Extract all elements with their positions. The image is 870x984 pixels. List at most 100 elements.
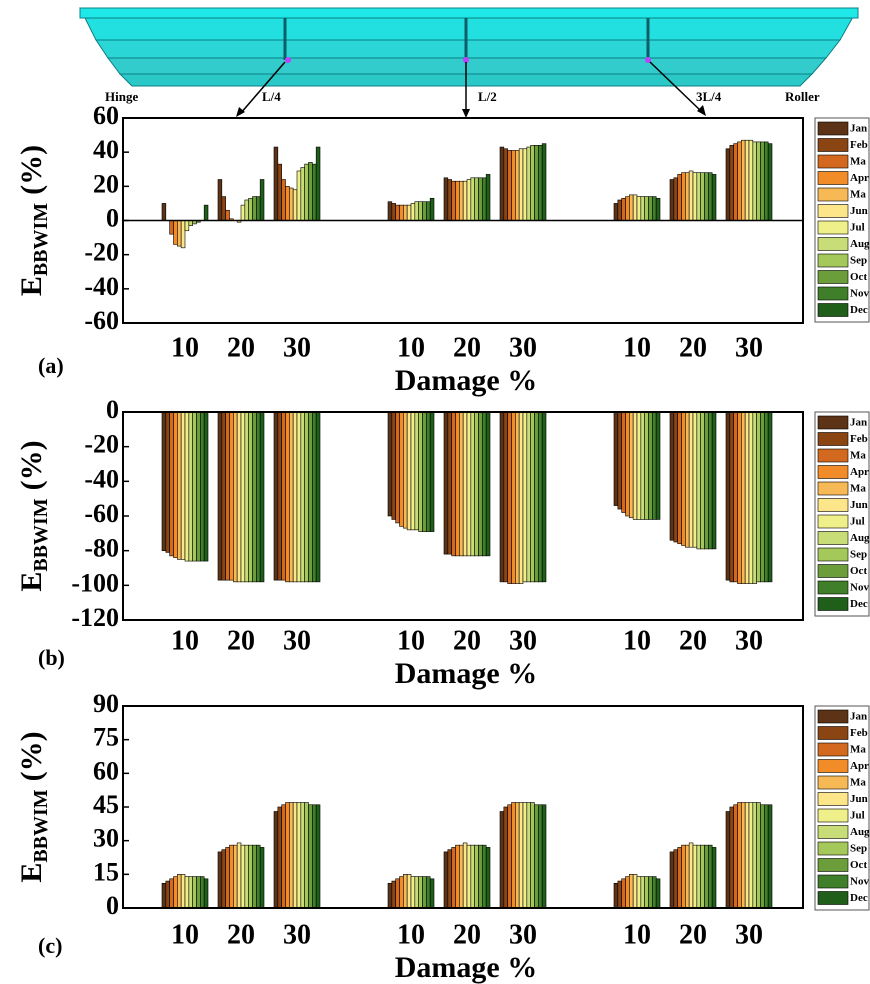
bar — [218, 180, 222, 221]
bar — [712, 847, 716, 908]
bar — [162, 883, 166, 908]
bar — [523, 149, 527, 221]
arrowhead — [697, 105, 706, 116]
bar — [419, 877, 423, 908]
arrowhead — [236, 107, 245, 117]
bar — [637, 412, 641, 519]
bar — [253, 412, 257, 582]
bar — [712, 174, 716, 220]
bar — [181, 221, 185, 248]
bar — [753, 412, 757, 584]
bar — [245, 200, 249, 221]
bar — [519, 412, 523, 584]
bar — [768, 805, 772, 908]
bar — [241, 412, 245, 582]
bar — [535, 412, 539, 582]
bar — [682, 412, 686, 545]
legend-label: Aug — [850, 532, 870, 544]
bar — [649, 197, 653, 221]
bar — [701, 845, 705, 908]
bar — [312, 164, 316, 220]
bar — [177, 412, 181, 559]
legend-label: Ma — [850, 777, 866, 789]
bar — [523, 412, 527, 582]
x-tick-label: 30 — [509, 625, 537, 656]
bar — [645, 412, 649, 519]
bar — [463, 843, 467, 908]
bar — [174, 877, 178, 908]
legend-swatch — [818, 875, 848, 888]
chart-panel: 102030102030102030-120-100-80-60-40-200E… — [15, 395, 870, 690]
bar — [253, 845, 257, 908]
bar — [697, 173, 701, 221]
bar — [749, 412, 753, 584]
bar — [278, 807, 282, 908]
legend-label: Apr — [850, 172, 869, 184]
bar — [301, 803, 305, 908]
bar — [249, 412, 253, 582]
bar — [170, 412, 174, 556]
bar — [741, 140, 745, 220]
bar — [527, 147, 531, 220]
bar — [633, 195, 637, 221]
bar — [309, 805, 313, 908]
bar — [274, 147, 278, 220]
bar — [253, 197, 257, 221]
legend-swatch — [818, 581, 848, 594]
bar — [316, 412, 320, 582]
bar — [260, 847, 264, 908]
legend-label: Feb — [850, 433, 868, 445]
bar — [256, 412, 260, 582]
bar — [527, 412, 531, 582]
bar — [444, 852, 448, 908]
bar — [200, 412, 204, 561]
bar — [415, 412, 419, 530]
bar — [181, 412, 185, 559]
x-tick-label: 30 — [283, 332, 311, 363]
bar — [233, 845, 237, 908]
bar — [527, 803, 531, 908]
y-tick-label: -20 — [84, 238, 119, 267]
bar — [745, 140, 749, 220]
y-tick-label: 75 — [93, 723, 119, 752]
bar — [170, 221, 174, 235]
legend-label: Dec — [850, 892, 868, 904]
bar — [312, 805, 316, 908]
bar — [515, 803, 519, 908]
legend-label: Apr — [850, 760, 869, 772]
legend-swatch — [818, 859, 848, 872]
x-tick-label: 30 — [735, 332, 763, 363]
bar — [622, 879, 626, 908]
bar — [745, 803, 749, 908]
bar — [626, 197, 630, 221]
x-tick-label: 20 — [453, 332, 481, 363]
bar — [726, 412, 730, 580]
x-tick-label: 20 — [679, 625, 707, 656]
bar — [430, 879, 434, 908]
legend-swatch — [818, 760, 848, 773]
bar — [256, 197, 260, 221]
bar — [538, 412, 542, 582]
bar — [500, 811, 504, 908]
bar — [670, 852, 674, 908]
bar — [629, 412, 633, 518]
bar — [479, 178, 483, 221]
bar — [388, 883, 392, 908]
bar — [411, 877, 415, 908]
x-tick-label: 10 — [171, 332, 199, 363]
legend-swatch — [818, 155, 848, 168]
bar — [289, 188, 293, 220]
legend-label: Ma — [850, 156, 866, 168]
bar — [471, 178, 475, 221]
bar — [685, 173, 689, 221]
x-tick-label: 30 — [509, 332, 537, 363]
bar — [301, 168, 305, 221]
legend-label: Nov — [850, 288, 869, 300]
bar — [504, 149, 508, 221]
bar — [471, 412, 475, 556]
y-label-unit: (%) — [15, 440, 48, 490]
bar — [193, 412, 197, 561]
bar — [641, 412, 645, 519]
bar — [297, 412, 301, 582]
